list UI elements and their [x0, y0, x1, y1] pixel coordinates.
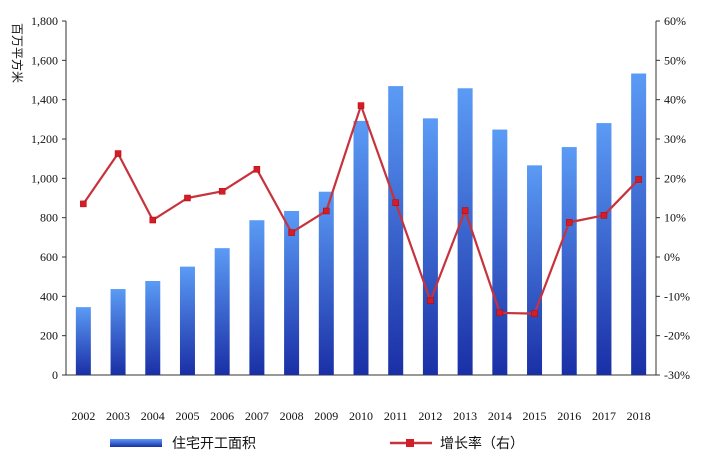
bar-2014: [492, 129, 508, 375]
x-axis: 2002 2003 2004 2005 2006 2007 2008 2009 2010 2011…: [71, 409, 650, 423]
legend-bar-label: 住宅开工面积: [172, 436, 256, 452]
growth-point-2003: [114, 150, 122, 157]
bar-2009: [318, 191, 334, 375]
x-tick-label: 2005: [175, 409, 199, 423]
x-tick-label: 2004: [141, 409, 165, 423]
legend: 住宅开工面积 增长率（右）: [110, 435, 524, 452]
right-tick-label: 30%: [664, 132, 686, 146]
bar-2008: [284, 210, 300, 375]
right-tick-label: 60%: [664, 14, 686, 28]
bar-2010: [353, 120, 369, 375]
right-tick-label: 50%: [664, 53, 686, 67]
bar-2013: [457, 88, 473, 375]
x-tick-label: 2018: [627, 409, 651, 423]
line-series: [80, 102, 642, 317]
legend-line-label: 增长率（右）: [440, 435, 524, 452]
bar-2007: [249, 220, 265, 375]
right-tick-label: 10%: [664, 211, 686, 225]
right-axis: -30% -20% -10% 0% 10% 20% 30% 40% 50% 60%: [656, 14, 690, 382]
x-tick-label: 2017: [592, 409, 616, 423]
growth-point-2014: [496, 309, 504, 317]
right-tick-label: 40%: [664, 93, 686, 107]
left-tick-label: 200: [40, 329, 58, 343]
growth-point-2012: [427, 297, 434, 304]
growth-point-2011: [392, 199, 399, 206]
x-tick-label: 2015: [523, 409, 547, 423]
bar-2012: [422, 118, 438, 375]
x-tick-label: 2010: [349, 409, 373, 423]
growth-point-2004: [149, 216, 157, 224]
right-tick-label: -30%: [664, 368, 690, 382]
growth-point-2007: [253, 166, 261, 173]
legend-bar-swatch: [110, 439, 162, 447]
growth-point-2015: [531, 310, 538, 317]
left-tick-label: 800: [40, 211, 58, 225]
bar-2004: [145, 280, 161, 375]
bar-2005: [179, 266, 195, 375]
x-tick-label: 2012: [418, 409, 442, 423]
growth-point-2016: [565, 219, 573, 226]
growth-point-2013: [461, 207, 469, 214]
x-tick-label: 2003: [106, 409, 130, 423]
legend-line-marker: [406, 439, 414, 447]
bar-2002: [75, 307, 91, 375]
right-tick-label: 0%: [664, 250, 680, 264]
left-tick-label: 1,600: [31, 53, 58, 67]
right-tick-label: -20%: [664, 329, 690, 343]
growth-point-2017: [600, 212, 608, 219]
left-tick-label: 600: [40, 250, 58, 264]
left-tick-label: 1,400: [31, 93, 58, 107]
x-tick-label: 2011: [384, 409, 408, 423]
bar-2018: [631, 73, 647, 375]
x-tick-label: 2009: [314, 409, 338, 423]
bar-2003: [110, 289, 126, 375]
left-axis: 0 200 400 600 800 1,000 1,200 1,400 1,600 1,800: [31, 14, 66, 382]
left-tick-label: 400: [40, 289, 58, 303]
growth-point-2006: [218, 188, 226, 195]
right-tick-label: -10%: [664, 289, 690, 303]
bar-series: [75, 73, 647, 375]
x-tick-label: 2006: [210, 409, 234, 423]
growth-point-2010: [357, 102, 365, 109]
x-tick-label: 2007: [245, 409, 269, 423]
x-tick-label: 2002: [71, 409, 95, 423]
x-tick-label: 2014: [488, 409, 512, 423]
growth-point-2005: [184, 194, 191, 202]
left-tick-label: 1,000: [31, 171, 58, 185]
left-tick-label: 0: [52, 368, 58, 382]
left-tick-label: 1,800: [31, 14, 58, 28]
bar-2017: [596, 123, 612, 375]
x-tick-label: 2013: [453, 409, 477, 423]
left-tick-label: 1,200: [31, 132, 58, 146]
growth-point-2009: [323, 207, 330, 215]
y-axis-title: 百万平方米: [10, 23, 25, 83]
bar-2015: [527, 165, 543, 375]
growth-point-2008: [288, 229, 295, 236]
growth-point-2002: [80, 200, 87, 208]
bar-2006: [214, 248, 230, 375]
bar-2016: [561, 147, 577, 375]
x-tick-label: 2008: [280, 409, 304, 423]
x-tick-label: 2016: [557, 409, 581, 423]
right-tick-label: 20%: [664, 171, 686, 185]
growth-point-2018: [635, 176, 642, 183]
bar-2011: [388, 86, 404, 375]
